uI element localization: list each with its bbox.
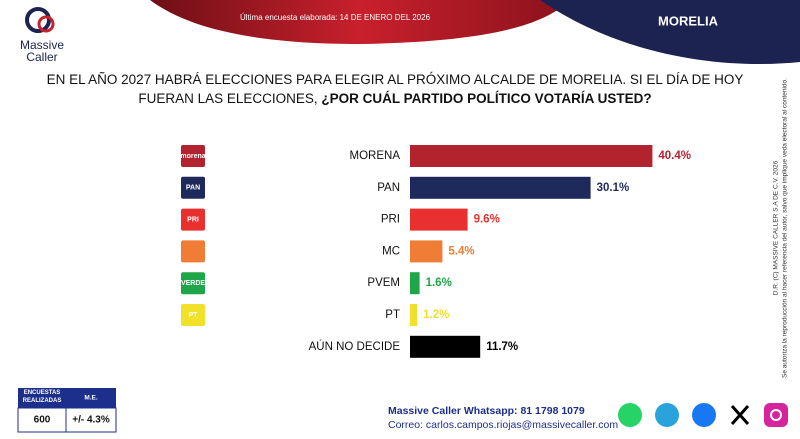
category-label: MC: [382, 245, 400, 257]
party-logo-text: PT: [189, 312, 199, 319]
side-note-line: D.R. (C) MASSIVE CALLER S.A DE C.V. 2026: [773, 160, 780, 295]
bar: [410, 272, 420, 295]
party-logo: [181, 304, 205, 326]
bar: [410, 176, 591, 199]
bar: [410, 304, 418, 326]
category-label: PRI: [381, 214, 400, 226]
table-cell: [17, 407, 67, 433]
header-navy-shape: [540, 0, 800, 65]
table-cell: [65, 407, 117, 433]
table-header-cell: [18, 388, 66, 408]
value-label: 11.7%: [486, 341, 518, 353]
party-logo-text: PRI: [187, 216, 199, 223]
party-logo: [181, 208, 205, 231]
logo: Massive Caller: [20, 7, 64, 64]
side-note-line: Se autoriza la reproducción al hacer ref…: [782, 78, 789, 378]
telegram-icon[interactable]: [655, 403, 679, 427]
party-logo-text: PAN: [186, 185, 200, 192]
party-logo: [181, 176, 205, 199]
party-logo-text: VERDE: [181, 280, 205, 287]
category-label: PT: [385, 309, 400, 321]
value-label: 9.6%: [474, 214, 500, 226]
title-emphasis: ¿POR CUÁL PARTIDO POLÍTICO VOTARÍA USTED…: [321, 91, 652, 106]
whatsapp-icon[interactable]: [618, 403, 642, 427]
brand: Caller: [26, 50, 57, 64]
value-label: 30.1%: [597, 182, 630, 194]
bar-chart: MORENA 40.4% morena PAN 30.1% PAN PRI 9.6% PRI MC…: [180, 145, 691, 358]
instagram-glyph: [770, 409, 782, 421]
party-logo-text: morena: [180, 153, 205, 160]
logo-ring: [37, 15, 55, 33]
category-label: MORENA: [350, 150, 401, 162]
table-value: +/- 4.3%: [72, 415, 110, 426]
email: Correo: carlos.campos.riojas@massivecall…: [388, 419, 618, 431]
category-label: AÚN NO DECIDE: [309, 340, 401, 353]
party-logo: [181, 240, 205, 263]
value-label: 40.4%: [658, 150, 691, 162]
bar: [410, 145, 653, 167]
party-logo: [181, 272, 205, 295]
bar: [410, 240, 443, 263]
whatsapp: Massive Caller Whatsapp: 81 1798 1079: [388, 405, 585, 417]
bar: [410, 208, 468, 231]
value-label: 1.6%: [426, 277, 452, 289]
social-icons: [618, 403, 788, 427]
table-header-wrap: ENCUESTAS REALIZADAS: [22, 390, 62, 404]
footer-table: ENCUESTAS REALIZADAS M.E. 600 +/- 4.3%: [17, 388, 117, 433]
chart-title: EN EL AÑO 2027 HABRÁ ELECCIONES PARA ELE…: [30, 70, 760, 108]
instagram-icon[interactable]: [764, 403, 788, 427]
survey-date: Última encuesta elaborada: 14 DE ENERO D…: [240, 13, 431, 22]
table-header-cell: [66, 388, 116, 408]
facebook-icon[interactable]: [692, 403, 716, 427]
location: MORELIA: [658, 13, 719, 28]
table-header: M.E.: [84, 395, 98, 402]
table-value: 600: [34, 415, 51, 426]
title-text: EN EL AÑO 2027 HABRÁ ELECCIONES PARA ELE…: [46, 72, 744, 106]
x-glyph: [730, 405, 750, 425]
table-header: ENCUESTAS REALIZADAS: [22, 390, 62, 404]
value-label: 1.2%: [423, 309, 449, 321]
side-note: D.R. (C) MASSIVE CALLER S.A DE C.V. 2026…: [773, 78, 789, 378]
party-logo: [181, 145, 205, 167]
header-red-shape: [150, 0, 570, 44]
category-label: PVEM: [367, 277, 400, 289]
logo-ring: [25, 7, 51, 33]
category-label: PAN: [377, 182, 400, 194]
bar: [410, 335, 481, 358]
brand: Massive: [20, 38, 64, 52]
value-label: 5.4%: [448, 245, 474, 257]
